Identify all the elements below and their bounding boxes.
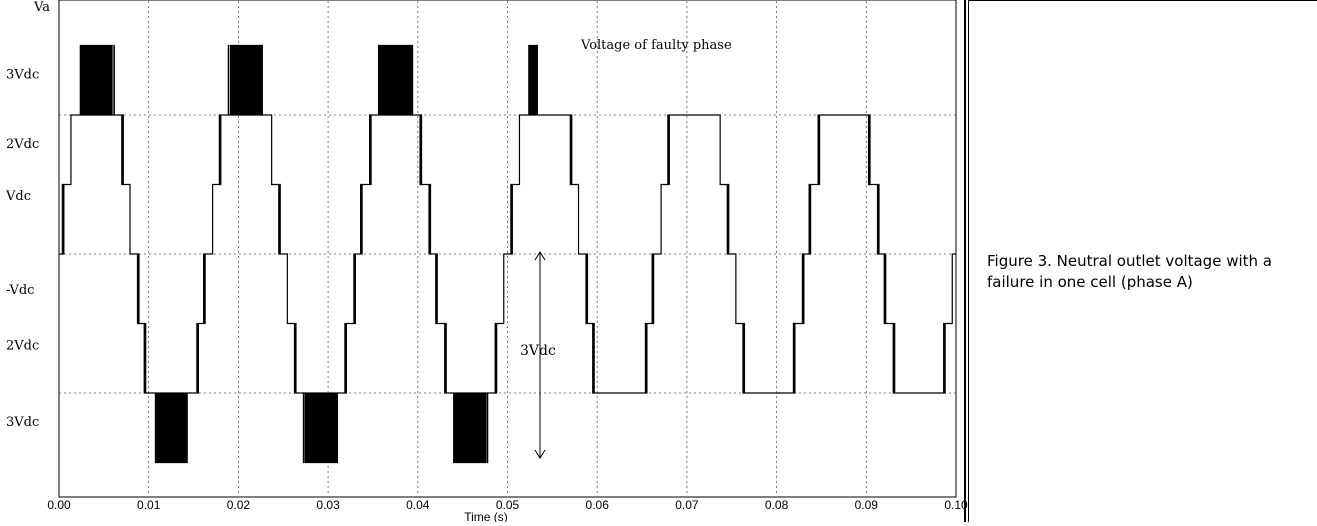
y-tick-label: Vdc	[5, 189, 31, 204]
x-tick-label: 0.01	[137, 498, 161, 512]
3vdc-arrow	[534, 251, 546, 459]
waveform	[59, 44, 956, 464]
voltage-chart: 3Vdc 2Vdc Vdc -Vdc 2Vdc 3Vdc 0.00 0.01 0.02 0.03…	[5, 0, 968, 524]
x-tick-label: 0.02	[227, 498, 251, 512]
y-tick-labels: 3Vdc 2Vdc Vdc -Vdc 2Vdc 3Vdc	[5, 67, 39, 430]
y-tick-label: 2Vdc	[6, 137, 39, 152]
x-tick-label: 0.09	[855, 498, 879, 512]
x-tick-label: 0.05	[496, 498, 520, 512]
x-tick-label: 0.06	[586, 498, 610, 512]
annotation-3vdc: 3Vdc	[520, 343, 556, 359]
figure-panel: 3Vdc 2Vdc Vdc -Vdc 2Vdc 3Vdc 0.00 0.01 0.02 0.03…	[5, 0, 968, 524]
x-tick-label: 0.04	[406, 498, 430, 512]
annotation-faulty-phase: Voltage of faulty phase	[580, 38, 732, 53]
x-tick-label: 0.03	[316, 498, 340, 512]
figure-caption: Figure 3. Neutral outlet voltage with a …	[987, 252, 1272, 291]
x-axis-label: Time (s)	[464, 510, 508, 522]
caption-panel: Figure 3. Neutral outlet voltage with a …	[968, 0, 1317, 522]
y-tick-label: -Vdc	[6, 283, 34, 298]
x-tick-label: 0.08	[765, 498, 789, 512]
x-tick-label: 0.07	[675, 498, 699, 512]
x-tick-label: 0.10	[944, 498, 968, 512]
x-tick-labels: 0.00 0.01 0.02 0.03 0.04 0.05 0.06 0.07 0.08 0.09…	[47, 498, 968, 512]
y-axis-label: Va	[33, 0, 50, 15]
y-tick-label: 2Vdc	[6, 338, 39, 353]
y-tick-label: 3Vdc	[6, 67, 39, 82]
y-tick-label: 3Vdc	[6, 415, 39, 430]
voltage-series-line	[59, 44, 956, 464]
x-tick-label: 0.00	[47, 498, 71, 512]
